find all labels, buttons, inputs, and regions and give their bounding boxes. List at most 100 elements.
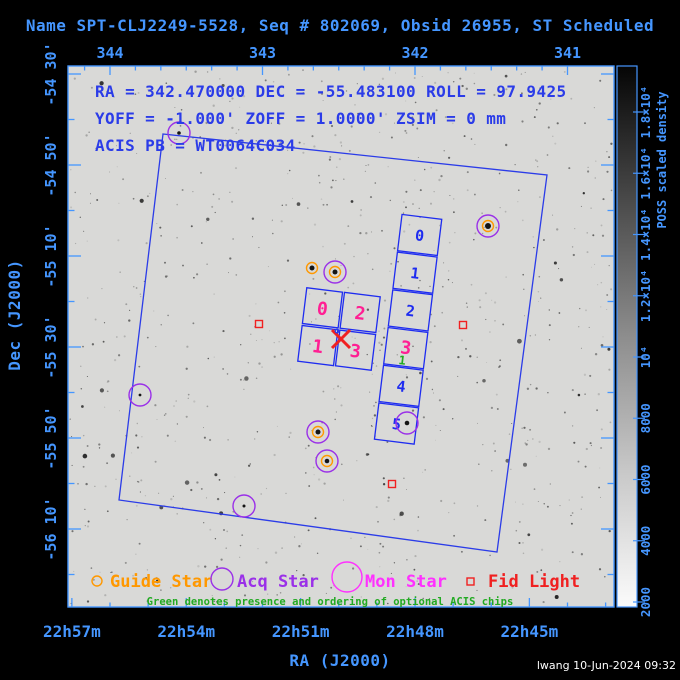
credit-timestamp: lwang 10-Jun-2024 09:32 [537,659,676,672]
legend-acq-star-label: Acq Star [237,572,319,592]
svg-text:-56 10': -56 10' [42,497,60,560]
svg-text:342: 342 [401,44,428,62]
acis-i-chip-3 [334,329,377,371]
field-star [404,420,410,426]
svg-text:2: 2 [405,302,416,321]
colorbar-ticks: 1.8×10⁴ 1.6×10⁴ 1.4×10⁴ 1.2×10⁴ 10⁴ 8000 6000 4… [633,86,653,617]
svg-text:-55 10': -55 10' [42,224,60,287]
acq-star-circle [323,260,347,284]
page-title: Name SPT-CLJ2249-5528, Seq # 802069, Obs… [26,16,654,35]
svg-text:1: 1 [409,264,420,283]
acq-star-circle [315,449,339,473]
svg-text:343: 343 [249,44,276,62]
svg-text:22h45m: 22h45m [500,622,558,641]
svg-text:-54 30': -54 30' [42,42,60,105]
fid-light-marker [458,320,468,330]
guide-star-circle [328,265,342,279]
svg-text:-54 50': -54 50' [42,133,60,196]
acis-i-chip-2 [339,291,381,334]
svg-text:1.8×10⁴: 1.8×10⁴ [638,86,653,139]
acis-s-chip-3 [382,326,429,370]
field-star [315,429,321,435]
fov-outline [118,133,548,553]
acis-s-chip-0 [396,213,443,257]
svg-text:2000: 2000 [638,587,653,617]
x-axis-title: RA (J2000) [289,651,390,670]
colorbar [616,65,638,608]
fid-light-symbol [466,577,475,586]
legend-mon-star-label: Mon Star [365,572,447,592]
svg-text:-55 30': -55 30' [42,315,60,378]
acq-star-circle [167,121,191,145]
svg-text:10⁴: 10⁴ [638,346,653,369]
svg-text:4: 4 [395,377,406,396]
svg-text:0: 0 [316,298,329,320]
svg-text:1.4×10⁴: 1.4×10⁴ [638,208,653,261]
svg-text:344: 344 [96,44,123,62]
svg-text:22h54m: 22h54m [157,622,215,641]
svg-text:22h51m: 22h51m [272,622,330,641]
acis-i-chip-1 [297,324,339,367]
field-star [242,504,246,508]
fid-light-marker [387,479,397,489]
poss-star-field [68,66,614,607]
field-star [332,269,338,275]
acq-star-circle [232,494,256,518]
legend: Guide Star Acq Star Mon Star Fid Light [91,561,580,593]
legend-fid-light-label: Fid Light [488,572,580,592]
acis-s-chip-5 [373,402,420,445]
svg-text:1: 1 [398,353,407,368]
acq-star-circle [395,411,419,435]
star-field-noise [69,69,613,606]
guide-star-circle [305,261,319,275]
acq-star-circle [128,383,152,407]
svg-text:341: 341 [554,44,581,62]
guide-star-circle [481,219,495,233]
svg-text:22h57m: 22h57m [43,622,101,641]
pointing-line-1: RA = 342.470000 DEC = -55.483100 ROLL = … [95,82,567,101]
field-star [177,131,181,135]
fid-light-marker [254,319,264,329]
svg-text:-55 50': -55 50' [42,406,60,469]
svg-text:6000: 6000 [638,464,653,494]
svg-text:1.2×10⁴: 1.2×10⁴ [638,269,653,322]
acis-s-chip-2 [387,289,434,332]
acis-optional-chips-note: Green denotes presence and ordering of o… [147,596,514,608]
guide-star-symbol [91,575,103,587]
star-markers [128,121,500,518]
field-star [324,458,330,464]
svg-text:1.6×10⁴: 1.6×10⁴ [638,147,653,200]
colorbar-title: POSS scaled density [655,91,669,228]
field-star [138,393,142,397]
axis-ticks [68,66,614,607]
svg-text:1: 1 [311,336,324,358]
svg-text:2: 2 [353,303,366,325]
pointing-line-2: YOFF = -1.000' ZOFF = 1.0000' ZSIM = 0 m… [95,109,506,128]
acq-star-symbol [210,567,234,591]
svg-text:0: 0 [414,226,425,245]
acis-s-chip-4 [378,364,424,408]
guide-star-circle [320,454,334,468]
target-position-marker [334,328,340,334]
field-star [309,265,315,271]
svg-text:3: 3 [399,337,412,359]
svg-text:22h48m: 22h48m [386,622,444,641]
field-star [485,223,491,229]
plot-frame [67,65,615,608]
y-axis-title: Dec (J2000) [5,259,24,370]
pointing-line-3: ACIS PB = WT0064C034 [95,136,296,155]
acis-s-chip-1 [392,251,438,294]
acq-star-circle [306,420,330,444]
svg-text:4000: 4000 [638,526,653,556]
acis-i-array: 0 2 1 3 [297,287,381,371]
acis-i-chip-0 [301,287,344,329]
acq-star-circle [476,214,500,238]
svg-text:3: 3 [349,341,362,363]
legend-guide-star-label: Guide Star [110,572,212,592]
guide-star-circle [311,425,325,439]
mon-star-symbol [331,561,363,593]
